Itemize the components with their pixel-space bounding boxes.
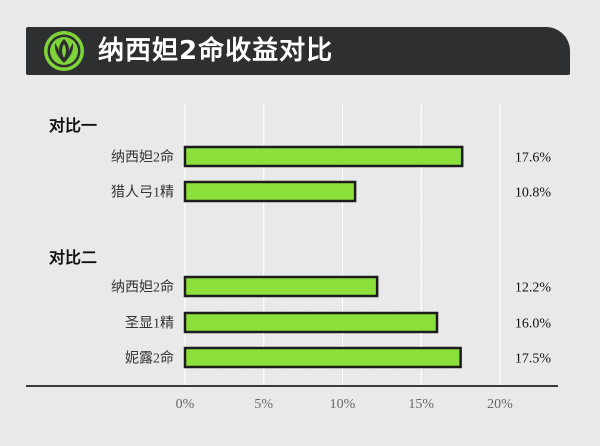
category-label: 猎人弓1精	[111, 185, 174, 201]
bar	[183, 311, 439, 334]
category-label: 纳西妲2命	[111, 149, 174, 166]
chart-title: 纳西妲2命收益对比	[98, 36, 334, 66]
value-label: 10.8%	[515, 186, 552, 201]
x-tick-label: 20%	[487, 397, 513, 412]
dendro-emblem-icon	[42, 29, 86, 73]
bar	[183, 180, 357, 203]
title-banner: 纳西妲2命收益对比	[26, 27, 570, 75]
x-tick-label: 0%	[176, 397, 195, 412]
bar	[183, 275, 379, 298]
bar	[183, 145, 464, 168]
group-label: 对比二	[49, 248, 97, 267]
group-label: 对比一	[49, 116, 97, 135]
value-label: 12.2%	[515, 281, 552, 296]
value-label: 17.5%	[515, 352, 552, 367]
x-tick-label: 5%	[254, 397, 273, 412]
bar	[183, 346, 462, 369]
value-label: 17.6%	[515, 151, 552, 166]
category-label: 圣显1精	[125, 316, 174, 332]
x-tick-label: 15%	[408, 397, 434, 412]
x-tick-label: 10%	[330, 397, 356, 412]
value-label: 16.0%	[515, 317, 552, 332]
category-label: 纳西妲2命	[111, 279, 174, 296]
category-label: 妮露2命	[125, 350, 174, 367]
